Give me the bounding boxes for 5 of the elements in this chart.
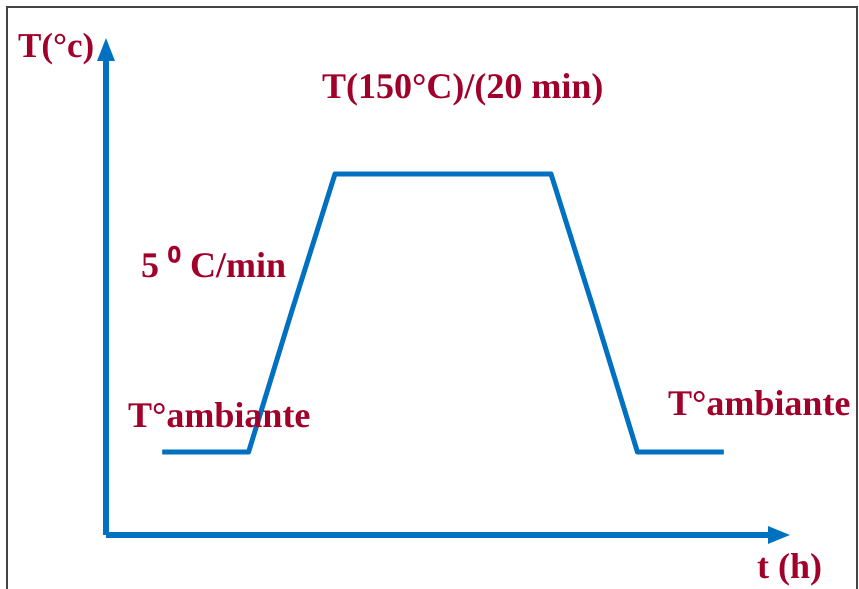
y-axis-title: T(°c) — [18, 26, 94, 65]
annotation: T°ambiante — [668, 383, 850, 423]
text: T(150°C)/(20 min) — [322, 66, 604, 106]
annotation: 5 ⁰ C/min — [141, 245, 286, 285]
x-axis-title: t (h) — [757, 546, 822, 586]
